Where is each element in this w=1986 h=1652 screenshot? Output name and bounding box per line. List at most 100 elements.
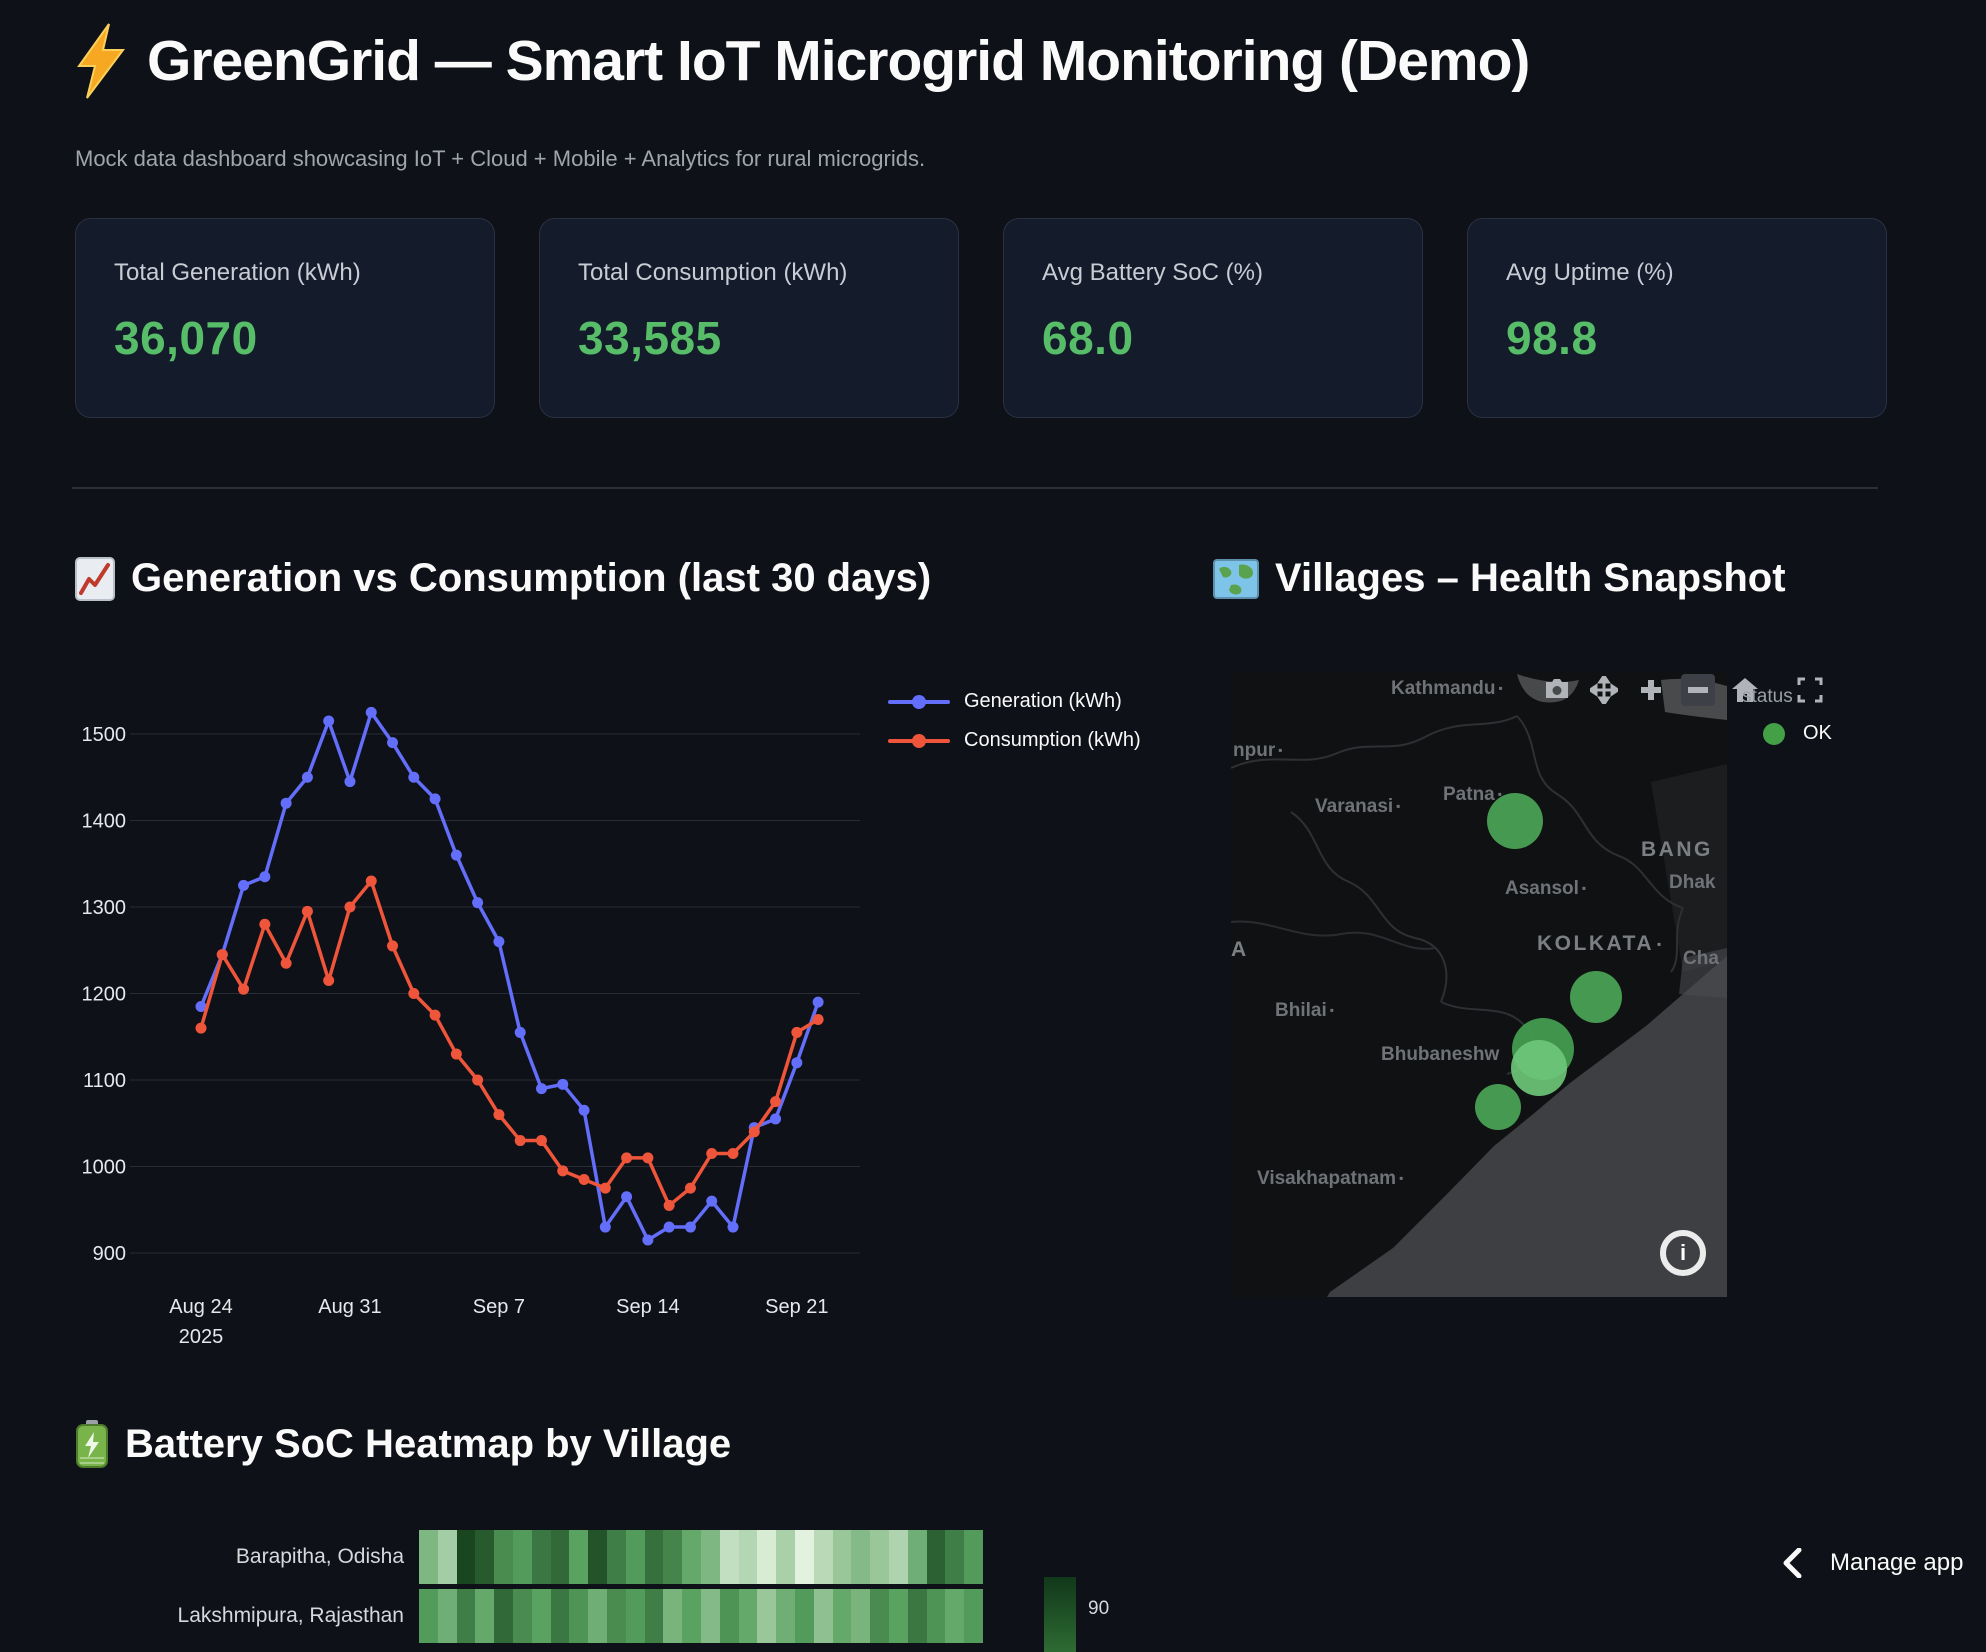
village-dot[interactable] bbox=[1570, 971, 1622, 1023]
home-icon[interactable] bbox=[1728, 674, 1762, 706]
data-point[interactable] bbox=[621, 1191, 633, 1203]
map-legend-title: status bbox=[1742, 686, 1793, 707]
data-point[interactable] bbox=[727, 1148, 739, 1160]
data-point[interactable] bbox=[748, 1126, 760, 1138]
data-point[interactable] bbox=[301, 771, 313, 783]
data-point[interactable] bbox=[323, 975, 335, 987]
kpi-card-uptime: Avg Uptime (%) 98.8 bbox=[1467, 218, 1887, 418]
data-point[interactable] bbox=[259, 918, 271, 930]
data-point[interactable] bbox=[408, 771, 420, 783]
village-dot[interactable] bbox=[1511, 1040, 1567, 1096]
data-point[interactable] bbox=[514, 1026, 526, 1038]
data-point[interactable] bbox=[642, 1152, 654, 1164]
data-point[interactable] bbox=[344, 901, 356, 913]
data-point[interactable] bbox=[514, 1135, 526, 1147]
x-tick-label: Sep 7 bbox=[473, 1296, 525, 1318]
map-city-label: Kathmandu ▪ bbox=[1391, 678, 1503, 699]
data-point[interactable] bbox=[195, 1000, 207, 1012]
data-point[interactable] bbox=[621, 1152, 633, 1164]
data-point[interactable] bbox=[387, 737, 399, 749]
data-point[interactable] bbox=[472, 897, 484, 909]
data-point[interactable] bbox=[706, 1148, 718, 1160]
map-region-shade bbox=[1651, 764, 1727, 972]
data-point[interactable] bbox=[812, 1013, 824, 1025]
heatmap-cell bbox=[606, 1530, 626, 1584]
data-point[interactable] bbox=[323, 715, 335, 727]
x-tick-sublabel: 2025 bbox=[179, 1326, 224, 1348]
data-point[interactable] bbox=[791, 1057, 803, 1069]
data-point[interactable] bbox=[770, 1113, 782, 1125]
chevron-left-icon bbox=[1783, 1548, 1802, 1578]
data-point[interactable] bbox=[557, 1078, 569, 1090]
data-point[interactable] bbox=[365, 875, 377, 887]
data-point[interactable] bbox=[535, 1135, 547, 1147]
legend-item[interactable]: Consumption (kWh) bbox=[888, 729, 1141, 752]
data-point[interactable] bbox=[301, 905, 313, 917]
series-line[interactable] bbox=[199, 710, 820, 1242]
data-point[interactable] bbox=[238, 879, 250, 891]
data-point[interactable] bbox=[472, 1074, 484, 1086]
data-point[interactable] bbox=[387, 940, 399, 952]
data-point[interactable] bbox=[429, 793, 441, 805]
data-point[interactable] bbox=[557, 1165, 569, 1177]
data-point[interactable] bbox=[280, 797, 292, 809]
series-line[interactable] bbox=[199, 879, 820, 1208]
data-point[interactable] bbox=[450, 849, 462, 861]
data-point[interactable] bbox=[450, 1048, 462, 1060]
heatmap-cell bbox=[475, 1530, 495, 1584]
data-point[interactable] bbox=[429, 1009, 441, 1021]
map-legend-item-ok[interactable]: OK bbox=[1763, 722, 1832, 745]
data-point[interactable] bbox=[280, 957, 292, 969]
data-point[interactable] bbox=[365, 706, 377, 718]
data-point[interactable] bbox=[493, 936, 505, 948]
data-point[interactable] bbox=[216, 949, 228, 961]
kpi-value: 33,585 bbox=[578, 312, 722, 364]
heatmap-cell bbox=[569, 1589, 589, 1643]
x-tick-label: Aug 24 bbox=[169, 1296, 232, 1318]
generation-consumption-chart[interactable]: 900 1000 1100 1200 1300 1400 1500 Aug 24 2025 Aug… bbox=[70, 685, 880, 1375]
fullscreen-icon[interactable] bbox=[1793, 674, 1827, 706]
data-point[interactable] bbox=[493, 1109, 505, 1121]
kpi-label: Avg Uptime (%) bbox=[1506, 259, 1674, 286]
villages-map[interactable]: Kathmandu ▪ npur ▪ Varanasi ▪ Patna ▪ Asansol ▪ BA… bbox=[1231, 672, 1727, 1297]
data-point[interactable] bbox=[535, 1083, 547, 1095]
village-dot[interactable] bbox=[1475, 1084, 1521, 1130]
line-chart-section-title: Generation vs Consumption (last 30 days) bbox=[75, 556, 931, 601]
data-point[interactable] bbox=[578, 1173, 590, 1185]
data-point[interactable] bbox=[195, 1022, 207, 1034]
data-point[interactable] bbox=[791, 1026, 803, 1038]
map-attribution-info-icon[interactable]: i bbox=[1660, 1230, 1706, 1276]
data-point[interactable] bbox=[238, 983, 250, 995]
y-tick-label: 1400 bbox=[82, 811, 127, 833]
village-dot[interactable] bbox=[1487, 793, 1543, 849]
zoom-in-icon[interactable] bbox=[1634, 674, 1668, 706]
zoom-out-icon[interactable] bbox=[1681, 674, 1715, 706]
legend-item[interactable]: Generation (kWh) bbox=[888, 690, 1141, 713]
heatmap-cell bbox=[888, 1589, 908, 1643]
data-point[interactable] bbox=[599, 1182, 611, 1194]
data-point[interactable] bbox=[344, 776, 356, 788]
data-point[interactable] bbox=[578, 1104, 590, 1116]
kpi-value: 98.8 bbox=[1506, 312, 1598, 364]
heatmap-cell bbox=[588, 1589, 607, 1643]
manage-app-button[interactable]: Manage app bbox=[1782, 1548, 1963, 1578]
data-point[interactable] bbox=[259, 871, 271, 883]
data-point[interactable] bbox=[812, 996, 824, 1008]
data-point[interactable] bbox=[642, 1234, 654, 1246]
data-point[interactable] bbox=[684, 1221, 696, 1233]
map-city-label: Dhak bbox=[1669, 872, 1716, 893]
data-point[interactable] bbox=[663, 1221, 675, 1233]
data-point[interactable] bbox=[408, 988, 420, 999]
data-point[interactable] bbox=[684, 1182, 696, 1194]
data-point[interactable] bbox=[770, 1096, 782, 1108]
heatmap-cell bbox=[907, 1589, 927, 1643]
camera-icon[interactable] bbox=[1540, 674, 1574, 706]
data-point[interactable] bbox=[599, 1221, 611, 1233]
data-point[interactable] bbox=[727, 1221, 739, 1233]
world-map-icon bbox=[1213, 558, 1259, 599]
data-point[interactable] bbox=[706, 1195, 718, 1207]
pan-icon[interactable] bbox=[1587, 674, 1621, 706]
heatmap-cell bbox=[682, 1530, 701, 1584]
heatmap-cell bbox=[456, 1530, 476, 1584]
data-point[interactable] bbox=[663, 1199, 675, 1211]
